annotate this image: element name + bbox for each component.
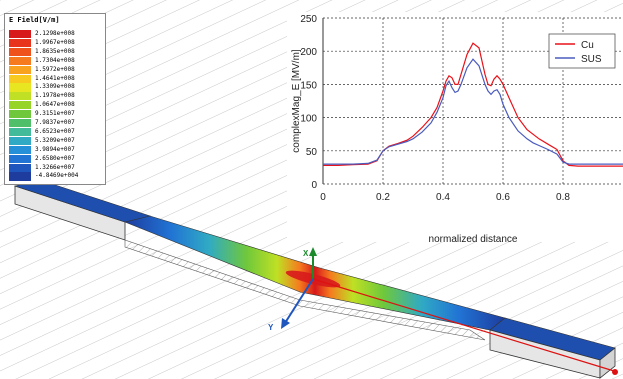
field-legend-row: 1.3266e+007 [9, 163, 102, 172]
field-legend-swatch [9, 92, 31, 101]
chart-legend: Cu SUS [548, 33, 616, 69]
field-legend-value: 1.8635e+008 [35, 47, 75, 55]
field-legend-row: 7.9837e+007 [9, 119, 102, 128]
field-legend-row: 1.9967e+008 [9, 38, 102, 48]
z-axis-arrow [312, 278, 615, 372]
field-legend-swatch [9, 172, 31, 181]
y-axis-label: complexMag_E [MV/m] [291, 49, 302, 153]
x-axis-arrowhead [309, 247, 317, 256]
field-legend-value: 1.3309e+008 [35, 83, 75, 91]
field-legend-row: 1.4641e+008 [9, 74, 102, 83]
y-tick-label: 50 [306, 147, 318, 158]
field-legend-value: 9.3151e+007 [35, 110, 75, 118]
field-legend-value: 3.9894e+007 [35, 145, 75, 153]
x-tick-label: 0.8 [556, 192, 570, 203]
x-tick-label: 0 [320, 192, 326, 203]
x-axis-letter: X [303, 249, 309, 258]
y-tick-label: 250 [300, 14, 317, 25]
line-chart: 0 50 100 150 200 250 0 0.2 0.4 0.6 0.8 complexMag_… [287, 12, 623, 242]
field-legend-row: 6.6523e+007 [9, 127, 102, 137]
x-axis-label: normalized distance [429, 234, 518, 242]
field-legend-row: 2.1298e+008 [9, 30, 102, 39]
field-legend-row: 9.3151e+007 [9, 110, 102, 119]
field-legend-value: 1.0647e+008 [35, 101, 75, 109]
x-tick-label: 0.6 [496, 192, 510, 203]
field-legend-swatch [9, 38, 31, 48]
field-legend-swatch [9, 30, 31, 39]
field-legend-swatch [9, 56, 31, 65]
field-legend-swatch [9, 65, 31, 74]
chart-grid [322, 17, 623, 185]
field-legend-swatch [9, 154, 31, 163]
field-legend-value: 1.3266e+007 [35, 163, 75, 171]
y-axis-arrowhead [281, 318, 290, 329]
chart-legend-label: SUS [581, 54, 602, 65]
field-legend-swatch [9, 74, 31, 83]
field-legend-row: 1.8635e+008 [9, 47, 102, 56]
chart-series [323, 42, 623, 167]
chart-ticks: 0 50 100 150 200 250 0 0.2 0.4 0.6 0.8 [300, 14, 570, 203]
field-legend-title: E Field[V/m] [9, 16, 60, 24]
field-legend-row: 3.9894e+007 [9, 145, 102, 154]
field-legend-value: 1.5972e+008 [35, 65, 75, 73]
field-legend: E Field[V/m] 2.1298e+008 1.9967e+008 1.863… [4, 13, 106, 185]
y-tick-label: 150 [300, 80, 317, 91]
series-line-cu [323, 42, 623, 167]
field-legend-value: 2.6580e+007 [35, 154, 75, 162]
field-legend-row: 2.6580e+007 [9, 154, 102, 163]
y-tick-label: 0 [311, 180, 317, 191]
chart-legend-box [548, 33, 616, 69]
z-axis-end-marker [612, 369, 618, 375]
field-legend-value: -4.8469e+004 [35, 172, 79, 180]
field-legend-swatch [9, 136, 31, 145]
y-tick-label: 200 [300, 47, 317, 58]
field-legend-value: 1.1978e+008 [35, 92, 75, 100]
x-tick-label: 0.4 [436, 192, 450, 203]
field-legend-swatch [9, 83, 31, 92]
field-legend-swatch [9, 47, 31, 56]
field-legend-swatch [9, 163, 31, 172]
field-legend-swatch [9, 101, 31, 110]
field-legend-value: 6.6523e+007 [35, 127, 75, 135]
field-legend-row: 1.0647e+008 [9, 101, 102, 110]
field-legend-value: 1.4641e+008 [35, 74, 75, 82]
field-legend-value: 1.7304e+008 [35, 56, 75, 64]
field-legend-swatch [9, 145, 31, 154]
field-legend-row: 1.7304e+008 [9, 56, 102, 65]
field-legend-value: 5.3209e+007 [35, 136, 75, 144]
field-legend-row: 1.1978e+008 [9, 92, 102, 101]
field-legend-value: 7.9837e+007 [35, 119, 75, 126]
field-legend-value: 1.9967e+008 [35, 38, 75, 46]
waveguide-right-end [599, 347, 616, 379]
field-legend-row: -4.8469e+004 [9, 172, 102, 181]
field-legend-swatch [9, 127, 31, 137]
field-legend-swatch [9, 110, 31, 119]
x-tick-label: 0.2 [376, 192, 390, 203]
y-tick-label: 100 [300, 114, 317, 125]
field-legend-row: 5.3209e+007 [9, 136, 102, 145]
series-line-sus [323, 58, 623, 165]
field-legend-swatch [9, 119, 31, 128]
field-legend-value: 2.1298e+008 [35, 30, 75, 37]
chart-legend-label: Cu [581, 40, 594, 51]
y-axis-arrow [284, 278, 314, 324]
y-axis-letter: Y [268, 323, 274, 332]
field-legend-row: 1.3309e+008 [9, 83, 102, 92]
field-legend-row: 1.5972e+008 [9, 65, 102, 74]
